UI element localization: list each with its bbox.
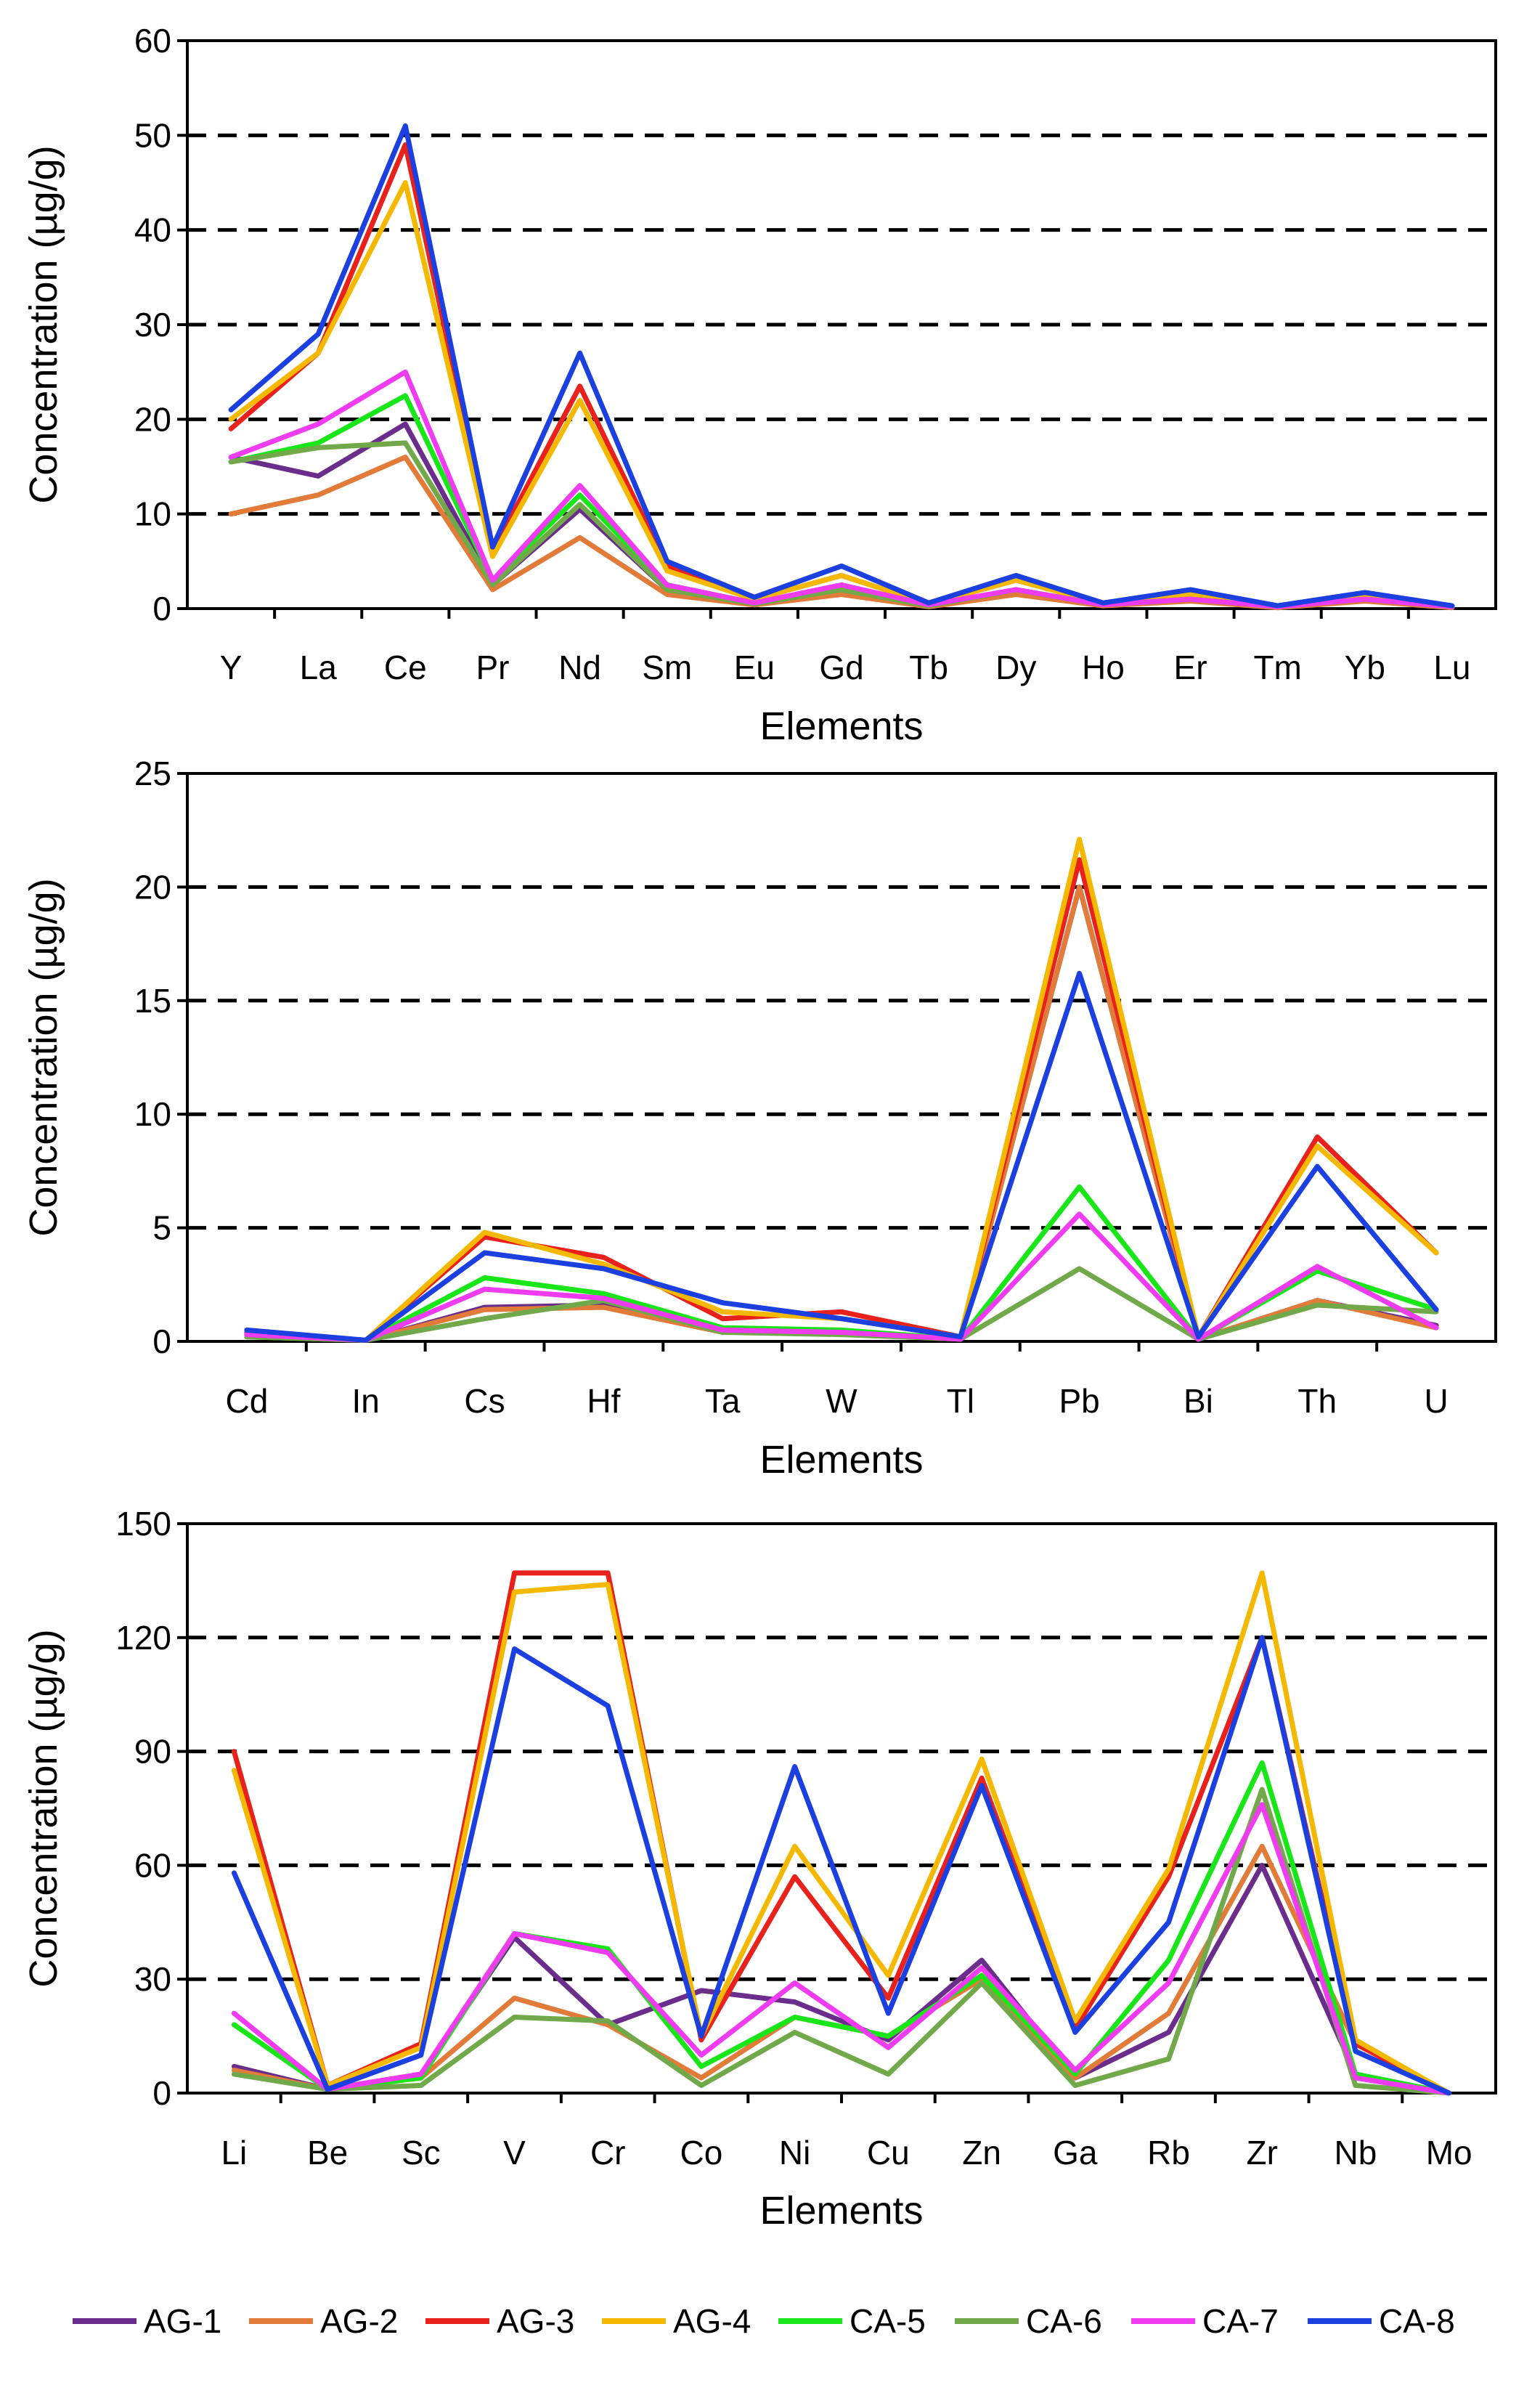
x-tick-label: Sc [402,2134,441,2171]
y-tick-label: 25 [134,755,171,792]
x-tick-label: Pb [1059,1382,1100,1420]
x-axis-title: Elements [759,2189,923,2232]
x-tick-label: W [826,1382,857,1420]
y-tick-label: 90 [134,1733,171,1771]
x-tick-label: Co [680,2134,723,2171]
y-tick-label: 0 [152,1323,171,1360]
x-axis-title: Elements [759,1438,923,1482]
x-tick-label: Li [221,2134,247,2171]
y-tick-label: 0 [152,590,171,627]
legend-label: CA-5 [850,2302,926,2340]
legend-label: AG-1 [144,2302,221,2340]
x-tick-label: Y [220,649,243,686]
x-tick-label: Hf [587,1382,620,1420]
y-tick-label: 30 [134,1960,171,1998]
x-tick-label: Ho [1082,649,1125,686]
x-tick-label: Tm [1253,649,1301,686]
legend-label: CA-6 [1026,2302,1102,2340]
y-tick-label: 40 [134,211,171,249]
plot-frame [186,772,1497,1343]
x-tick-label: Eu [734,649,775,686]
x-tick-label: Yb [1345,649,1385,686]
legend-label: AG-4 [673,2302,751,2340]
x-tick-label: Rb [1147,2134,1190,2171]
y-tick-label: 10 [134,1095,171,1133]
legend-label: AG-3 [497,2302,574,2340]
x-axis-title: Elements [759,704,923,748]
x-tick-label: Ga [1053,2134,1098,2171]
series-line-ca-7 [231,1802,1452,2096]
y-axis-title: Concentration (µg/g) [22,878,65,1236]
x-tick-label: Be [307,2134,348,2171]
series-line-ca-7 [228,369,1455,609]
chart-trace-elements-transition: 0 30 60 90 120 150 Li Be Sc V Cr Co Ni Cu Zn Ga Rb Zr Nb Mo… [22,1505,1497,2232]
series-line-ag-3 [244,857,1439,1343]
y-tick-label: 150 [115,1505,171,1543]
y-tick-label: 15 [134,982,171,1020]
x-tick-label: Gd [819,649,863,686]
y-tick-label: 5 [152,1209,171,1247]
y-tick-label: 0 [152,2074,171,2112]
x-tick-label: Nb [1335,2134,1377,2171]
chart-trace-elements-heavy: 0 5 10 15 20 25 Cd In Cs Hf Ta W Tl Pb Bi Th U Elements Co… [22,755,1497,1482]
x-tick-label: Ni [779,2134,810,2171]
x-tick-label: Cd [226,1382,269,1420]
series-line-ca-8 [228,123,1455,609]
x-tick-label: Pr [476,649,509,686]
legend-label: CA-7 [1202,2302,1279,2340]
x-tick-label: Ce [384,649,427,686]
x-tick-label: Sm [642,649,692,686]
series-line-ag-4 [231,1570,1452,2096]
x-tick-label: Th [1297,1382,1337,1420]
y-tick-label: 20 [134,868,171,906]
x-tick-label: Bi [1183,1382,1213,1420]
y-axis-title: Concentration (µg/g) [22,145,65,503]
x-tick-label: La [300,649,338,686]
y-tick-label: 10 [134,495,171,533]
x-tick-label: Cr [590,2134,626,2171]
y-tick-label: 120 [115,1619,171,1657]
x-tick-label: Er [1174,649,1207,686]
series-line-ca-8 [231,1635,1452,2096]
x-tick-label: Zr [1247,2134,1278,2171]
legend-label: CA-8 [1379,2302,1455,2340]
legend-label: AG-2 [320,2302,398,2340]
series-line-ag-4 [244,837,1439,1343]
x-tick-label: Zn [962,2134,1001,2171]
x-tick-label: Nd [558,649,601,686]
y-tick-label: 50 [134,116,171,154]
x-tick-label: Ta [705,1382,741,1420]
series-line-ca-7 [244,1211,1439,1343]
x-tick-label: Lu [1433,649,1470,686]
y-tick-label: 30 [134,306,171,344]
x-tick-label: U [1424,1382,1448,1420]
x-tick-label: Tb [909,649,948,686]
y-tick-label: 60 [134,22,171,60]
x-tick-label: Dy [995,649,1036,686]
x-tick-label: Cs [464,1382,505,1420]
chart-rare-earth-elements: 0 10 20 30 40 50 60 Y La Ce Pr Nd Sm Eu Gd Tb Dy Ho Er Tm Yb… [22,22,1497,748]
y-tick-label: 20 [134,400,171,438]
series-line-ca-8 [244,970,1439,1343]
legend: AG-1 AG-2 AG-3 AG-4 CA-5 CA-6 CA-7 CA-8 [73,2302,1455,2340]
y-axis-title: Concentration (µg/g) [22,1629,65,1987]
x-tick-label: Cu [867,2134,910,2171]
x-tick-label: In [352,1382,380,1420]
x-tick-label: V [503,2134,526,2171]
x-tick-label: Tl [947,1382,974,1420]
x-tick-label: Mo [1426,2134,1472,2171]
y-tick-label: 60 [134,1846,171,1884]
